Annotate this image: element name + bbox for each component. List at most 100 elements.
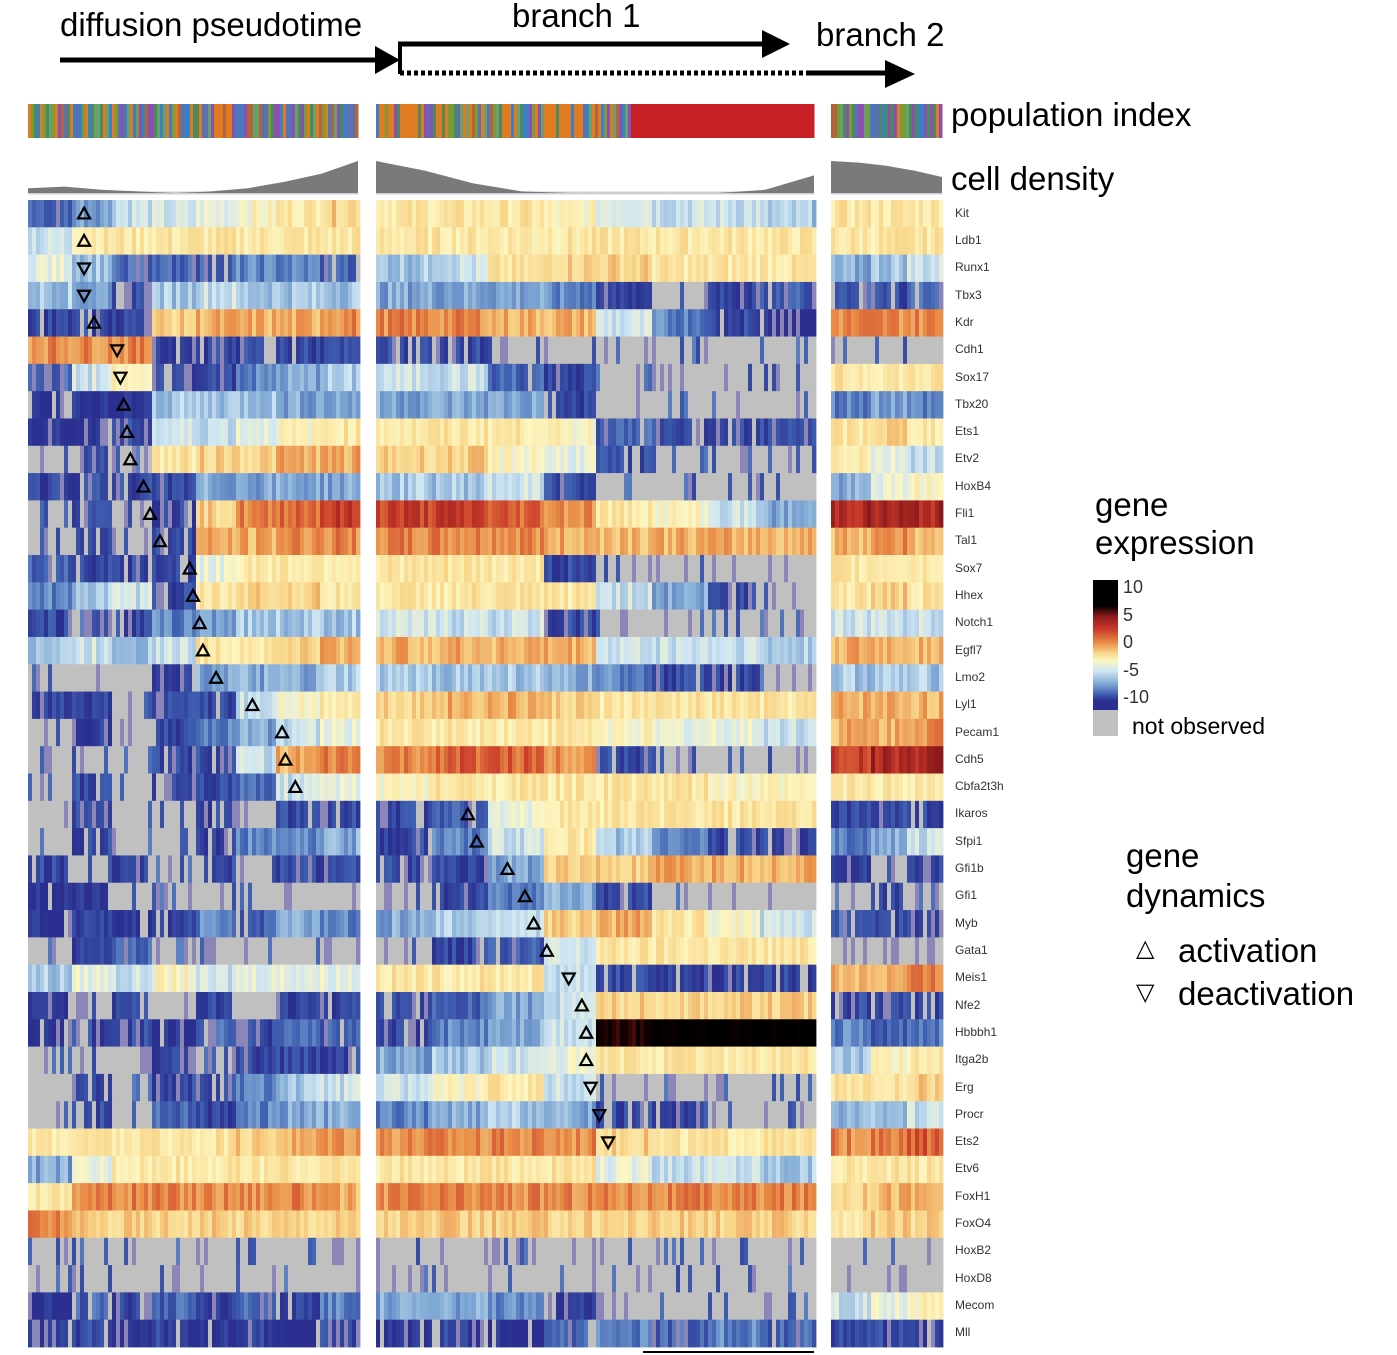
heatmap-cell <box>240 718 245 747</box>
heatmap-cell <box>592 636 597 665</box>
population-index-cell <box>849 104 853 138</box>
heatmap-cell <box>384 473 389 501</box>
heatmap-cell <box>212 445 217 474</box>
heatmap-cell <box>580 309 585 337</box>
heatmap-cell <box>168 227 173 256</box>
heatmap-cell <box>700 281 705 310</box>
heatmap-cell <box>923 609 928 638</box>
population-index-cell <box>601 104 605 138</box>
heatmap-cell <box>48 336 53 365</box>
heatmap-cell <box>132 664 137 692</box>
population-index-cell <box>115 104 119 138</box>
population-index-cell <box>199 104 203 138</box>
heatmap-cell <box>292 336 297 365</box>
heatmap-cell <box>740 309 745 337</box>
heatmap-cell <box>536 500 541 529</box>
heatmap-cell <box>644 555 649 583</box>
heatmap-cell <box>288 500 293 529</box>
heatmap-cell <box>356 691 361 720</box>
heatmap-cell <box>672 418 677 447</box>
heatmap-cell <box>812 746 817 774</box>
heatmap-cell <box>236 418 241 447</box>
heatmap-cell <box>488 473 493 501</box>
heatmap-cell <box>164 391 169 419</box>
heatmap-cell <box>640 391 645 419</box>
heatmap-cell <box>156 473 161 501</box>
heatmap-cell <box>128 691 133 720</box>
heatmap-cell <box>895 363 900 392</box>
heatmap-cell <box>612 227 617 256</box>
heatmap-cell <box>184 718 189 747</box>
heatmap-cell <box>68 336 73 365</box>
heatmap-cell <box>935 391 940 419</box>
heatmap-cell <box>332 718 337 747</box>
heatmap-cell <box>240 418 245 447</box>
heatmap-cell <box>939 746 944 774</box>
heatmap-cell <box>404 391 409 419</box>
heatmap-cell <box>452 500 457 529</box>
heatmap-cell <box>280 473 285 501</box>
heatmap-cell <box>784 500 789 529</box>
heatmap-cell <box>224 227 229 256</box>
population-index-cell <box>556 104 560 138</box>
heatmap-cell <box>148 473 153 501</box>
heatmap-cell <box>808 664 813 692</box>
heatmap-cell <box>728 473 733 501</box>
heatmap-cell <box>704 582 709 611</box>
heatmap-cell <box>648 500 653 529</box>
heatmap-cell <box>472 691 477 720</box>
heatmap-cell <box>448 309 453 337</box>
heatmap-cell <box>612 445 617 474</box>
heatmap-cell <box>164 664 169 692</box>
heatmap-cell <box>648 473 653 501</box>
heatmap-cell <box>764 582 769 611</box>
heatmap-cell <box>316 363 321 392</box>
heatmap-cell <box>44 609 49 638</box>
heatmap-cell <box>704 254 709 283</box>
heatmap-cell <box>184 636 189 665</box>
heatmap-cell <box>268 200 273 228</box>
heatmap-cell <box>32 582 37 611</box>
heatmap-cell <box>863 363 868 392</box>
heatmap-cell <box>871 582 876 611</box>
heatmap-cell <box>831 473 836 501</box>
heatmap-cell <box>256 609 261 638</box>
heatmap-cell <box>120 391 125 419</box>
heatmap-cell <box>32 746 37 774</box>
heatmap-cell <box>664 527 669 556</box>
heatmap-cell <box>388 691 393 720</box>
heatmap-cell <box>839 281 844 310</box>
heatmap-cell <box>416 473 421 501</box>
heatmap-cell <box>188 391 193 419</box>
heatmap-cell <box>148 718 153 747</box>
heatmap-cell <box>736 636 741 665</box>
heatmap-cell <box>772 281 777 310</box>
population-index-cell <box>607 104 611 138</box>
heatmap-cell <box>272 200 277 228</box>
population-index-cell <box>301 104 305 138</box>
heatmap-cell <box>620 555 625 583</box>
heatmap-cell <box>728 582 733 611</box>
heatmap-cell <box>40 281 45 310</box>
heatmap-cell <box>596 418 601 447</box>
heatmap-cell <box>616 281 621 310</box>
heatmap-cell <box>40 418 45 447</box>
heatmap-cell <box>891 363 896 392</box>
heatmap-cell <box>196 336 201 365</box>
heatmap-cell <box>348 746 353 774</box>
heatmap-cell <box>136 418 141 447</box>
heatmap-cell <box>712 391 717 419</box>
heatmap-cell <box>784 363 789 392</box>
heatmap-cell <box>656 254 661 283</box>
heatmap-cell <box>72 445 77 474</box>
heatmap-cell <box>188 555 193 583</box>
heatmap-cell <box>688 309 693 337</box>
heatmap-cell <box>228 336 233 365</box>
heatmap-cell <box>863 391 868 419</box>
heatmap-cell <box>388 636 393 665</box>
heatmap-cell <box>548 609 553 638</box>
heatmap-cell <box>432 664 437 692</box>
heatmap-cell <box>248 418 253 447</box>
heatmap-cell <box>592 254 597 283</box>
heatmap-cell <box>44 254 49 283</box>
